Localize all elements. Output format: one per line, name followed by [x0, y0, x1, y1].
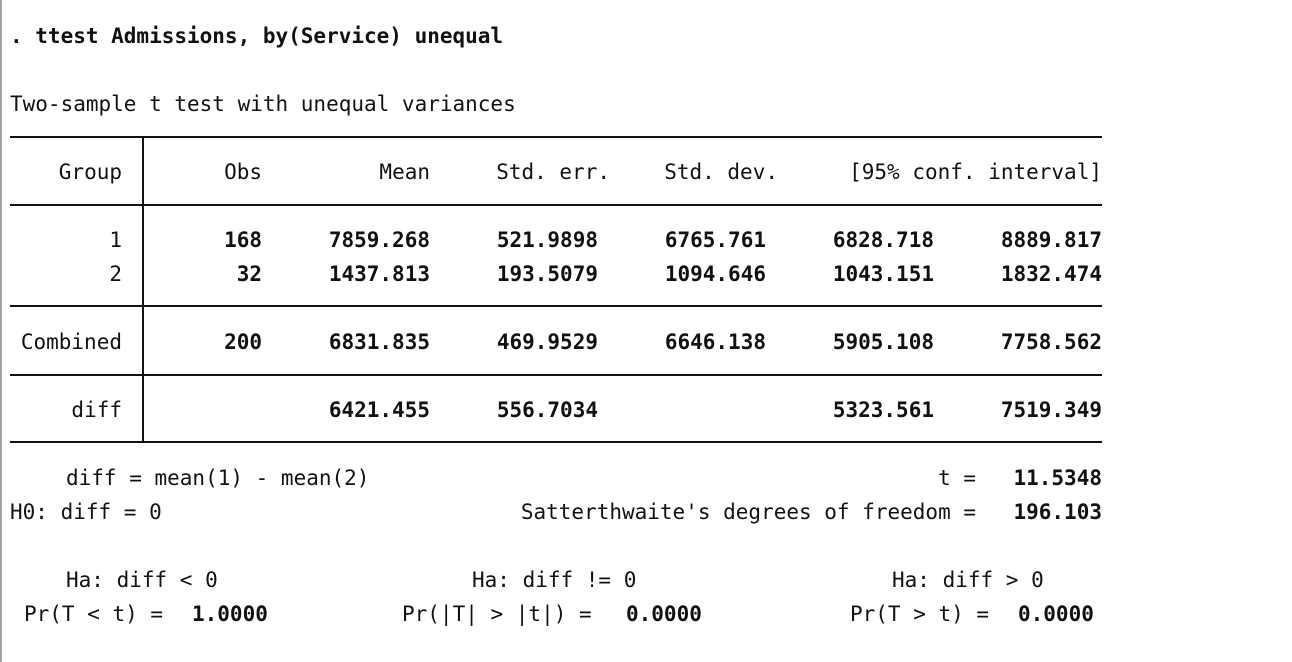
df-value: 196.103 — [1013, 500, 1102, 524]
header-rule — [10, 204, 1102, 206]
pr-greater-label: Pr(T > t) = — [850, 602, 990, 626]
combined-ci-low: 5905.108 — [832, 330, 934, 354]
combined-rule — [10, 374, 1102, 376]
diff-mean: 6421.455 — [328, 398, 430, 422]
combined-mean: 6831.835 — [328, 330, 430, 354]
diff-ci-high: 7519.349 — [1000, 398, 1102, 422]
diff-group: diff — [71, 398, 122, 422]
row-std-dev: 1094.646 — [664, 262, 766, 286]
row-mean: 1437.813 — [328, 262, 430, 286]
row-ci-low: 1043.151 — [832, 262, 934, 286]
row-obs: 32 — [236, 262, 262, 286]
pr-less-label: Pr(T < t) = — [24, 602, 164, 626]
row-ci-low: 6828.718 — [832, 228, 934, 252]
test-title: Two-sample t test with unequal variances — [10, 92, 516, 116]
t-value: 11.5348 — [1013, 466, 1102, 490]
row-ci-high: 1832.474 — [1000, 262, 1102, 286]
row-mean: 7859.268 — [328, 228, 430, 252]
pr-not-equal-label: Pr(|T| > |t|) = — [402, 602, 592, 626]
header-obs: Obs — [224, 160, 262, 184]
table-top-rule — [10, 136, 1102, 138]
pr-not-equal-value: 0.0000 — [626, 602, 702, 626]
pr-less-value: 1.0000 — [192, 602, 268, 626]
diff-ci-low: 5323.561 — [832, 398, 934, 422]
row-std-err: 521.9898 — [496, 228, 598, 252]
diff-std-err: 556.7034 — [496, 398, 598, 422]
header-std-err: Std. err. — [496, 160, 610, 184]
ha-greater-label: Ha: diff > 0 — [892, 568, 1044, 592]
ha-less-label: Ha: diff < 0 — [66, 568, 218, 592]
row-group: 2 — [109, 262, 122, 286]
row-std-err: 193.5079 — [496, 262, 598, 286]
combined-std-dev: 6646.138 — [664, 330, 766, 354]
combined-ci-high: 7758.562 — [1000, 330, 1102, 354]
header-conf-interval: [95% conf. interval] — [849, 160, 1102, 184]
command-line: . ttest Admissions, by(Service) unequal — [10, 24, 504, 48]
header-group: Group — [58, 160, 122, 184]
row-obs: 168 — [224, 228, 262, 252]
df-label: Satterthwaite's degrees of freedom = — [520, 500, 976, 524]
diff-definition: diff = mean(1) - mean(2) — [66, 466, 370, 490]
table-bottom-rule — [10, 441, 1102, 443]
row-ci-high: 8889.817 — [1000, 228, 1102, 252]
ha-not-equal-label: Ha: diff != 0 — [472, 568, 637, 592]
row-std-dev: 6765.761 — [664, 228, 766, 252]
combined-obs: 200 — [224, 330, 262, 354]
row-group: 1 — [109, 228, 122, 252]
group-column-divider — [142, 137, 144, 443]
combined-group: Combined — [20, 330, 122, 354]
window-left-border — [0, 0, 2, 662]
pr-greater-value: 0.0000 — [1018, 602, 1094, 626]
header-std-dev: Std. dev. — [664, 160, 778, 184]
t-label: t = — [938, 466, 976, 490]
combined-std-err: 469.9529 — [496, 330, 598, 354]
header-mean: Mean — [379, 160, 430, 184]
groups-rule — [10, 305, 1102, 307]
null-hypothesis: H0: diff = 0 — [10, 500, 162, 524]
